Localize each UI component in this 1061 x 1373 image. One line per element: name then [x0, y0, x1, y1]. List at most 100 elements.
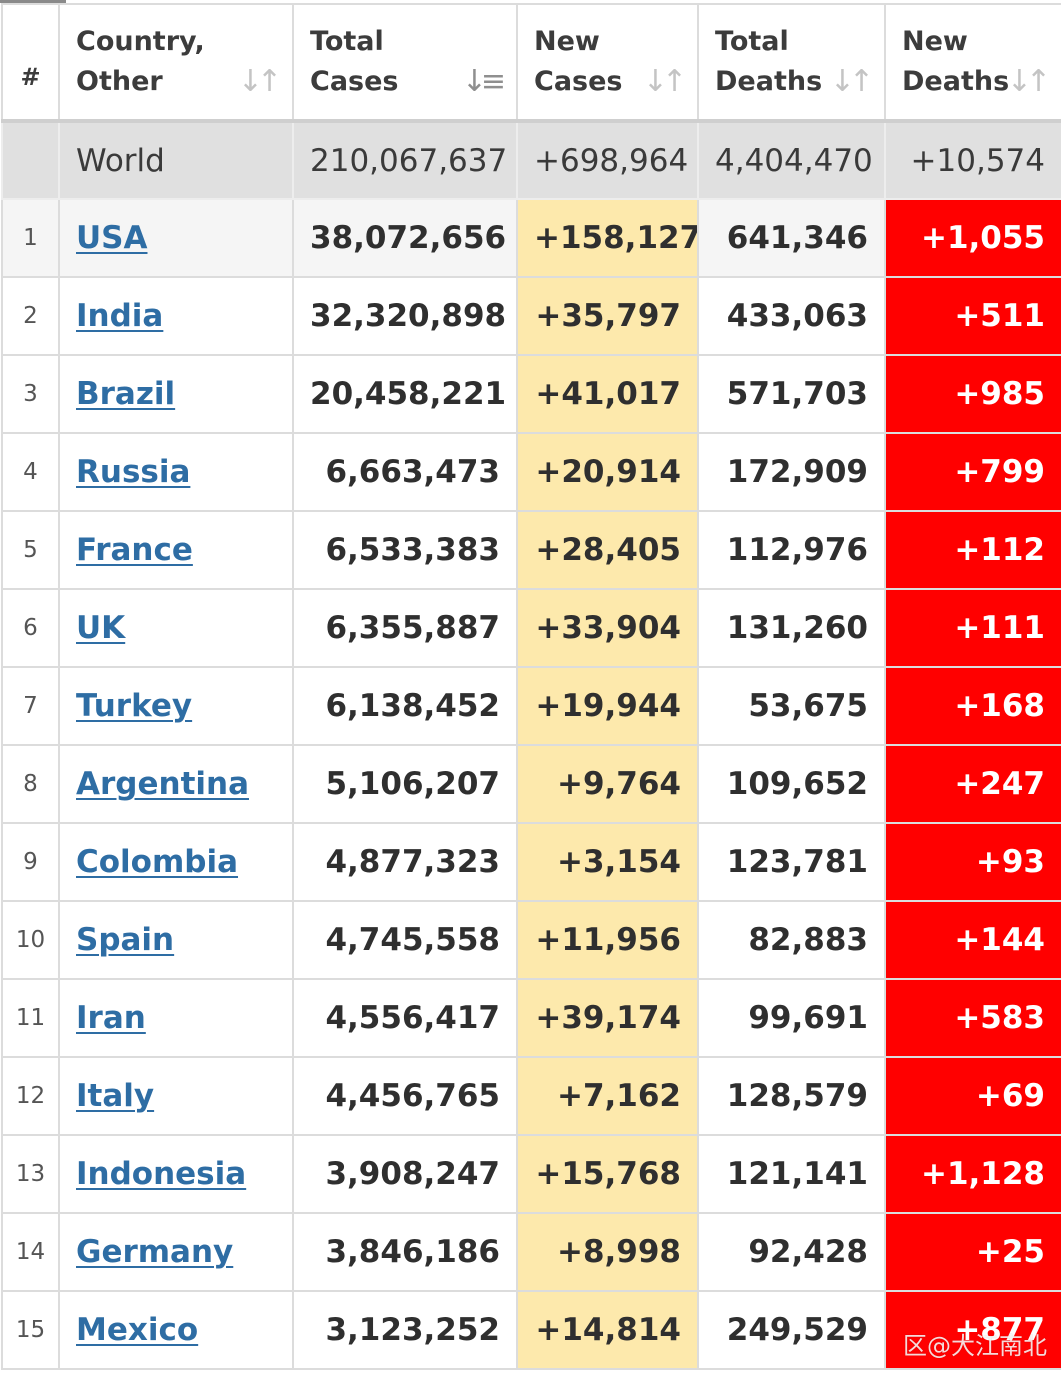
column-header-country-label: Country, Other [76, 26, 205, 97]
world-label: World [58, 120, 294, 200]
country-link[interactable]: Russia [76, 454, 191, 490]
new-cases-cell: +11,956 [516, 900, 699, 980]
new-deaths-cell: +1,128 [884, 1134, 1061, 1214]
table-row: 13 Indonesia 3,908,247 +15,768 121,141 +1,128 [1, 1134, 1061, 1214]
column-header-new-deaths[interactable]: New Deaths ↓↑ [884, 3, 1061, 123]
new-deaths-cell: +1,055 [884, 198, 1061, 278]
column-header-total-deaths[interactable]: Total Deaths ↓↑ [697, 3, 886, 123]
country-cell[interactable]: Brazil [58, 354, 294, 434]
total-deaths-cell: 109,652 [697, 744, 886, 824]
country-cell[interactable]: USA [58, 198, 294, 278]
column-header-country[interactable]: Country, Other ↓↑ [58, 3, 294, 123]
country-link[interactable]: USA [76, 220, 148, 256]
sort-desc-icon[interactable]: ↓≡ [461, 64, 506, 99]
rank-cell: 1 [1, 198, 60, 278]
country-cell[interactable]: Mexico [58, 1290, 294, 1370]
country-link[interactable]: Brazil [76, 376, 176, 412]
table-row: 8 Argentina 5,106,207 +9,764 109,652 +247 [1, 744, 1061, 824]
total-cases-cell: 3,846,186 [292, 1212, 518, 1292]
world-new-deaths: +10,574 [884, 120, 1061, 200]
total-deaths-cell: 249,529 [697, 1290, 886, 1370]
table-row: 9 Colombia 4,877,323 +3,154 123,781 +93 [1, 822, 1061, 902]
world-new-cases: +698,964 [516, 120, 699, 200]
new-deaths-cell: +25 [884, 1212, 1061, 1292]
total-cases-cell: 6,663,473 [292, 432, 518, 512]
new-deaths-cell: +583 [884, 978, 1061, 1058]
rank-cell: 6 [1, 588, 60, 668]
new-deaths-cell: +799 [884, 432, 1061, 512]
table-row: 12 Italy 4,456,765 +7,162 128,579 +69 [1, 1056, 1061, 1136]
watermark: 区@大江南北 [903, 1332, 1047, 1360]
country-link[interactable]: Italy [76, 1078, 155, 1114]
table-row: 10 Spain 4,745,558 +11,956 82,883 +144 [1, 900, 1061, 980]
table-row: 2 India 32,320,898 +35,797 433,063 +511 [1, 276, 1061, 356]
total-cases-cell: 6,355,887 [292, 588, 518, 668]
column-header-rank-label: # [20, 63, 41, 91]
table-row: 15 Mexico 3,123,252 +14,814 249,529 +877 [1, 1290, 1061, 1370]
total-deaths-cell: 99,691 [697, 978, 886, 1058]
new-cases-cell: +158,127 [516, 198, 699, 278]
top-accent-bar [0, 0, 66, 3]
country-link[interactable]: UK [76, 610, 126, 646]
sort-icon[interactable]: ↓↑ [829, 64, 874, 99]
country-cell[interactable]: Iran [58, 978, 294, 1058]
total-cases-cell: 32,320,898 [292, 276, 518, 356]
table-row: 14 Germany 3,846,186 +8,998 92,428 +25 [1, 1212, 1061, 1292]
total-deaths-cell: 112,976 [697, 510, 886, 590]
rank-cell: 4 [1, 432, 60, 512]
total-cases-cell: 4,877,323 [292, 822, 518, 902]
new-deaths-cell: +111 [884, 588, 1061, 668]
country-cell[interactable]: Spain [58, 900, 294, 980]
column-header-new-cases[interactable]: New Cases ↓↑ [516, 3, 699, 123]
total-cases-cell: 4,456,765 [292, 1056, 518, 1136]
total-deaths-cell: 172,909 [697, 432, 886, 512]
country-cell[interactable]: Colombia [58, 822, 294, 902]
country-cell[interactable]: Germany [58, 1212, 294, 1292]
total-cases-cell: 38,072,656 [292, 198, 518, 278]
country-link[interactable]: Spain [76, 922, 175, 958]
new-cases-cell: +8,998 [516, 1212, 699, 1292]
country-cell[interactable]: India [58, 276, 294, 356]
country-cell[interactable]: Russia [58, 432, 294, 512]
country-link[interactable]: France [76, 532, 193, 568]
new-deaths-cell: +69 [884, 1056, 1061, 1136]
world-rank-cell [1, 120, 60, 200]
country-link[interactable]: Colombia [76, 844, 239, 880]
rank-cell: 11 [1, 978, 60, 1058]
column-header-rank[interactable]: # [1, 3, 60, 123]
country-cell[interactable]: Italy [58, 1056, 294, 1136]
total-cases-cell: 20,458,221 [292, 354, 518, 434]
country-link[interactable]: Turkey [76, 688, 193, 724]
new-cases-cell: +28,405 [516, 510, 699, 590]
sort-icon[interactable]: ↓↑ [1006, 64, 1051, 99]
table-row: 4 Russia 6,663,473 +20,914 172,909 +799 [1, 432, 1061, 512]
new-cases-cell: +33,904 [516, 588, 699, 668]
column-header-total-cases[interactable]: Total Cases ↓≡ [292, 3, 518, 123]
total-cases-cell: 6,533,383 [292, 510, 518, 590]
country-link[interactable]: Iran [76, 1000, 146, 1036]
sort-icon[interactable]: ↓↑ [237, 64, 282, 99]
country-link[interactable]: India [76, 298, 164, 334]
country-cell[interactable]: Argentina [58, 744, 294, 824]
column-header-new-deaths-label: New Deaths [902, 26, 1010, 97]
new-deaths-cell: +144 [884, 900, 1061, 980]
country-cell[interactable]: UK [58, 588, 294, 668]
country-cell[interactable]: Indonesia [58, 1134, 294, 1214]
rank-cell: 14 [1, 1212, 60, 1292]
country-link[interactable]: Germany [76, 1234, 234, 1270]
new-deaths-cell: +511 [884, 276, 1061, 356]
total-cases-cell: 3,123,252 [292, 1290, 518, 1370]
country-link[interactable]: Mexico [76, 1312, 199, 1348]
new-deaths-cell: +168 [884, 666, 1061, 746]
country-cell[interactable]: France [58, 510, 294, 590]
column-header-total-deaths-label: Total Deaths [715, 26, 823, 97]
sort-icon[interactable]: ↓↑ [642, 64, 687, 99]
world-total-row: World 210,067,637 +698,964 4,404,470 +10… [1, 120, 1061, 200]
country-link[interactable]: Argentina [76, 766, 249, 802]
total-cases-cell: 5,106,207 [292, 744, 518, 824]
new-cases-cell: +35,797 [516, 276, 699, 356]
table-header: # Country, Other ↓↑ Total Cases ↓≡ New C… [1, 3, 1061, 123]
header-row: # Country, Other ↓↑ Total Cases ↓≡ New C… [1, 3, 1061, 123]
country-link[interactable]: Indonesia [76, 1156, 247, 1192]
country-cell[interactable]: Turkey [58, 666, 294, 746]
